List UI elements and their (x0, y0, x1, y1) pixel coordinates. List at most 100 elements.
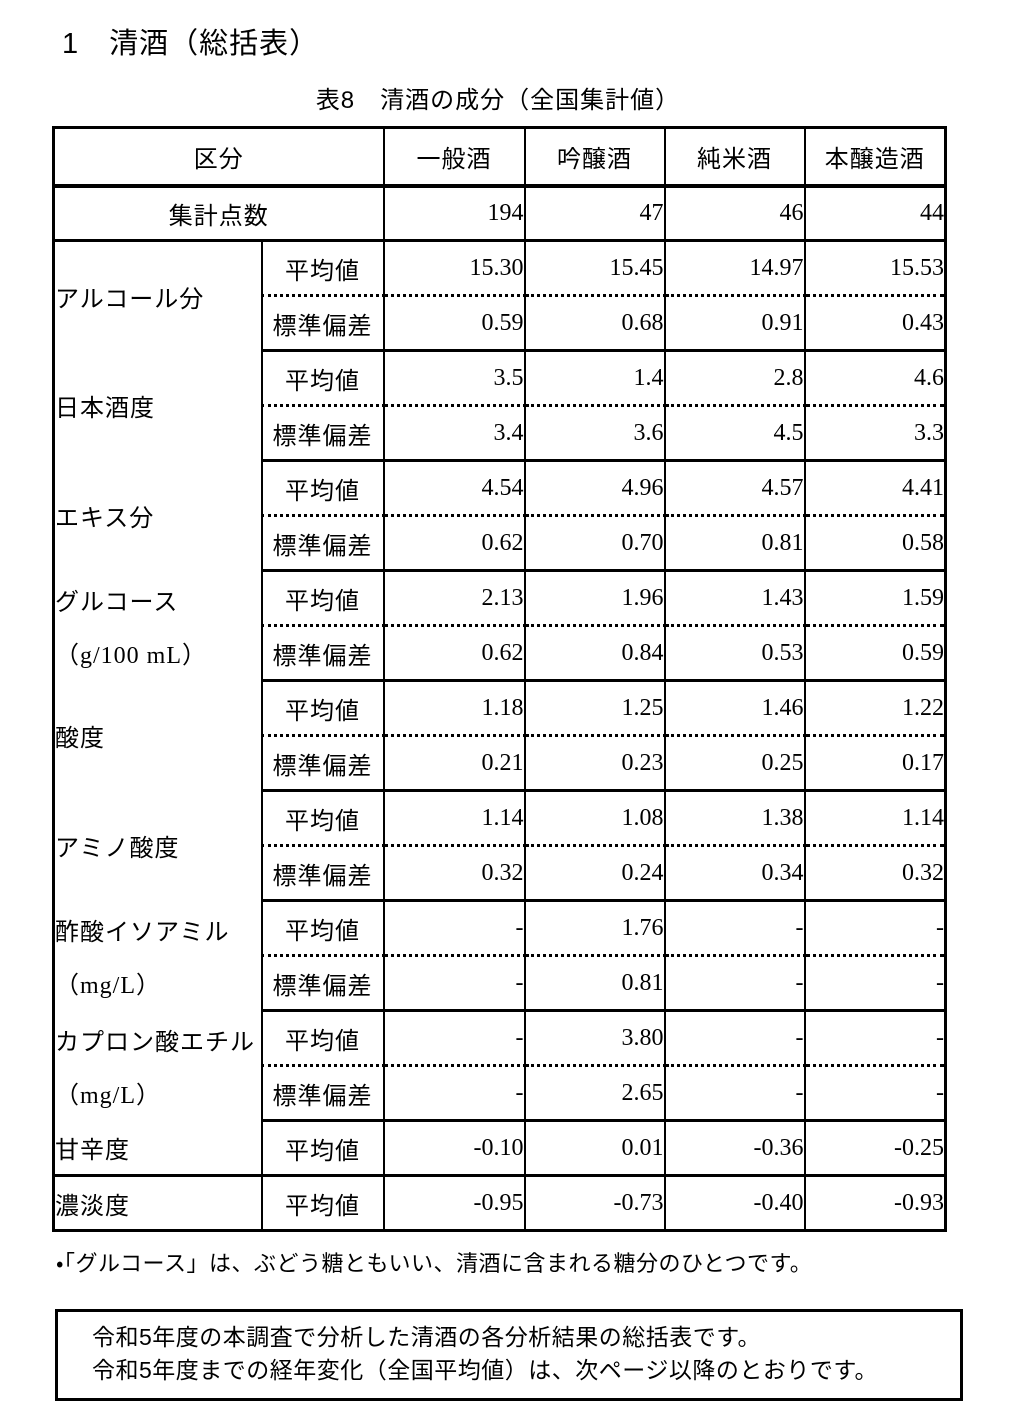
value-cell: 0.91 (663, 295, 806, 352)
value-cell: 1.18 (382, 680, 526, 737)
value-cell: 0.81 (523, 955, 666, 1012)
value-cell: 1.4 (523, 350, 666, 407)
value-cell: 0.23 (523, 735, 666, 792)
stat-label-mean: 平均値 (260, 240, 385, 297)
note-line: 令和5年度の本調査で分析した清酒の各分析結果の総括表です。 (92, 1324, 761, 1350)
value-cell: 0.68 (523, 295, 666, 352)
group-name: 酢酸イソアミル (55, 919, 230, 946)
stat-label-mean: 平均値 (260, 1010, 385, 1067)
stat-label-mean: 平均値 (260, 1120, 385, 1177)
value-cell: 3.4 (382, 405, 526, 462)
count-value: 194 (382, 185, 526, 242)
sd-row-extract: 標準偏差 0.62 0.70 0.81 0.58 (54, 515, 947, 572)
glucose-footnote: ・「グルコース」は、ぶどう糖ともいい、清酒に含まれる糖分のひとつです。 (56, 1251, 813, 1276)
value-cell: 0.62 (382, 515, 526, 572)
value-cell: 1.08 (523, 790, 666, 847)
value-cell: 14.97 (663, 240, 806, 297)
value-cell: - (663, 1010, 806, 1067)
mean-row-ethyl-caproate: カプロン酸エチル （mg/L） 平均値 - 3.80 - - (52, 1010, 947, 1121)
note-line: 令和5年度までの経年変化（全国平均値）は、次ページ以降のとおりです。 (92, 1357, 879, 1383)
count-value: 47 (523, 185, 666, 242)
value-cell: - (803, 1010, 947, 1067)
value-cell: 0.62 (382, 625, 526, 682)
value-cell: 0.21 (382, 735, 526, 792)
group-label-nihonshudo: 日本酒度 (52, 350, 263, 461)
value-cell: 0.58 (803, 515, 947, 572)
mean-row-acidity: 酸度 平均値 1.18 1.25 1.46 1.22 (52, 680, 947, 791)
value-cell: - (663, 1065, 806, 1122)
value-cell: 0.17 (803, 735, 947, 792)
value-cell: 3.3 (803, 405, 947, 462)
mean-row-glucose: グルコース （g/100 mL） 平均値 2.13 1.96 1.43 1.59 (52, 570, 947, 681)
value-cell: -0.36 (663, 1120, 806, 1177)
value-cell: -0.25 (803, 1120, 947, 1177)
value-cell: 0.32 (803, 845, 947, 902)
value-cell: - (803, 1065, 947, 1122)
count-row: 集計点数 194 47 46 44 (52, 185, 947, 242)
group-label-glucose: グルコース （g/100 mL） (52, 570, 263, 681)
value-cell: - (382, 1065, 526, 1122)
count-value: 46 (663, 185, 806, 242)
sd-row-acidity: 標準偏差 0.21 0.23 0.25 0.17 (54, 735, 947, 792)
stat-label-sd: 標準偏差 (260, 845, 385, 902)
value-cell: 0.24 (523, 845, 666, 902)
stat-label-sd: 標準偏差 (260, 515, 385, 572)
sd-row-isoamyl-acetate: 標準偏差 - 0.81 - - (54, 955, 947, 1012)
value-cell: 4.57 (663, 460, 806, 517)
value-cell: - (382, 900, 526, 957)
sd-row-nihonshudo: 標準偏差 3.4 3.6 4.5 3.3 (54, 405, 947, 462)
sd-row-ethyl-caproate: 標準偏差 - 2.65 - - (54, 1065, 947, 1122)
value-cell: 0.32 (382, 845, 526, 902)
sake-components-table: 区分 一般酒 吟醸酒 純米酒 本醸造酒 集計点数 194 47 46 44 アル… (52, 126, 947, 1232)
group-label-acidity: 酸度 (52, 680, 263, 791)
group-unit: （mg/L） (55, 972, 161, 999)
value-cell: 0.59 (803, 625, 947, 682)
value-cell: 0.43 (803, 295, 947, 352)
single-row-notando: 濃淡度 平均値 -0.95 -0.73 -0.40 -0.93 (52, 1175, 947, 1232)
value-cell: 15.53 (803, 240, 947, 297)
value-cell: -0.10 (382, 1120, 526, 1177)
value-cell: 4.6 (803, 350, 947, 407)
value-cell: 4.41 (803, 460, 947, 517)
column-header-junmaishu: 純米酒 (663, 127, 806, 188)
mean-row-extract: エキス分 平均値 4.54 4.96 4.57 4.41 (52, 460, 947, 571)
group-name: カプロン酸エチル (55, 1029, 255, 1056)
value-cell: 4.5 (663, 405, 806, 462)
value-cell: -0.93 (803, 1175, 947, 1232)
value-cell: 2.13 (382, 570, 526, 627)
value-cell: - (663, 955, 806, 1012)
column-header-honjozoshu: 本醸造酒 (803, 127, 947, 188)
value-cell: - (663, 900, 806, 957)
value-cell: 1.22 (803, 680, 947, 737)
stat-label-sd: 標準偏差 (260, 1065, 385, 1122)
value-cell: 4.96 (523, 460, 666, 517)
column-header-ginjoshu: 吟醸酒 (523, 127, 666, 188)
value-cell: - (382, 955, 526, 1012)
row-label-notando: 濃淡度 (52, 1175, 263, 1232)
value-cell: 1.43 (663, 570, 806, 627)
mean-row-nihonshudo: 日本酒度 平均値 3.5 1.4 2.8 4.6 (52, 350, 947, 461)
stat-label-mean: 平均値 (260, 1175, 385, 1232)
value-cell: - (803, 955, 947, 1012)
stat-label-mean: 平均値 (260, 680, 385, 737)
value-cell: 1.25 (523, 680, 666, 737)
value-cell: 3.5 (382, 350, 526, 407)
stat-label-sd: 標準偏差 (260, 735, 385, 792)
header-row: 区分 一般酒 吟醸酒 純米酒 本醸造酒 (52, 127, 947, 188)
stat-label-mean: 平均値 (260, 460, 385, 517)
sd-row-alcohol: 標準偏差 0.59 0.68 0.91 0.43 (54, 295, 947, 352)
value-cell: 1.46 (663, 680, 806, 737)
value-cell: 0.84 (523, 625, 666, 682)
value-cell: 4.54 (382, 460, 526, 517)
value-cell: -0.95 (382, 1175, 526, 1232)
value-cell: 15.30 (382, 240, 526, 297)
value-cell: 1.96 (523, 570, 666, 627)
mean-row-isoamyl-acetate: 酢酸イソアミル （mg/L） 平均値 - 1.76 - - (52, 900, 947, 1011)
value-cell: 1.14 (382, 790, 526, 847)
sd-row-amino-acidity: 標準偏差 0.32 0.24 0.34 0.32 (54, 845, 947, 902)
stat-label-mean: 平均値 (260, 900, 385, 957)
value-cell: 2.8 (663, 350, 806, 407)
value-cell: 1.59 (803, 570, 947, 627)
group-label-extract: エキス分 (52, 460, 263, 571)
page-title: 1 清酒（総括表） (62, 28, 320, 60)
